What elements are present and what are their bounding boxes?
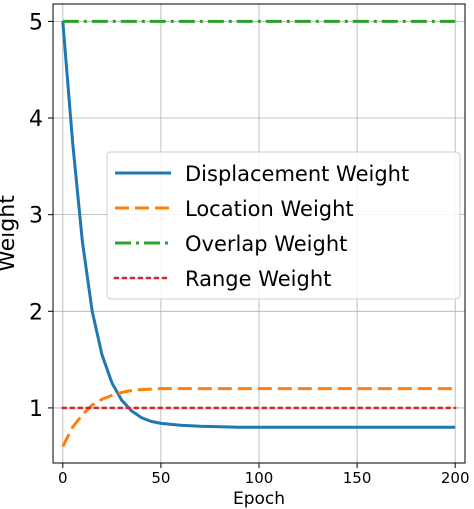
legend-label-3: Range Weight [185,267,331,291]
x-tick-label: 0 [58,469,68,487]
legend-label-0: Displacement Weight [185,162,409,186]
y-tick-label: 4 [29,107,43,132]
y-tick-label: 1 [29,397,43,422]
axis-ticks: 0 50 100 150 200 1 2 3 4 5 [29,10,470,487]
x-tick-label: 100 [245,469,274,487]
series-line-0 [61,21,456,429]
y-tick-label: 5 [29,10,43,35]
x-tick-label: 50 [151,469,170,487]
series-lines [61,19,457,448]
x-tick-label: 200 [441,469,470,487]
y-axis-label: Weight [0,195,20,272]
y-tick-label: 3 [29,204,43,229]
x-tick-label: 150 [343,469,372,487]
legend: Displacement Weight Location Weight Overla… [106,151,461,300]
legend-label-1: Location Weight [185,197,354,221]
x-axis-label: Epoch [233,489,285,509]
legend-box [106,151,461,300]
y-tick-label: 2 [29,300,43,325]
legend-label-2: Overlap Weight [185,232,347,256]
